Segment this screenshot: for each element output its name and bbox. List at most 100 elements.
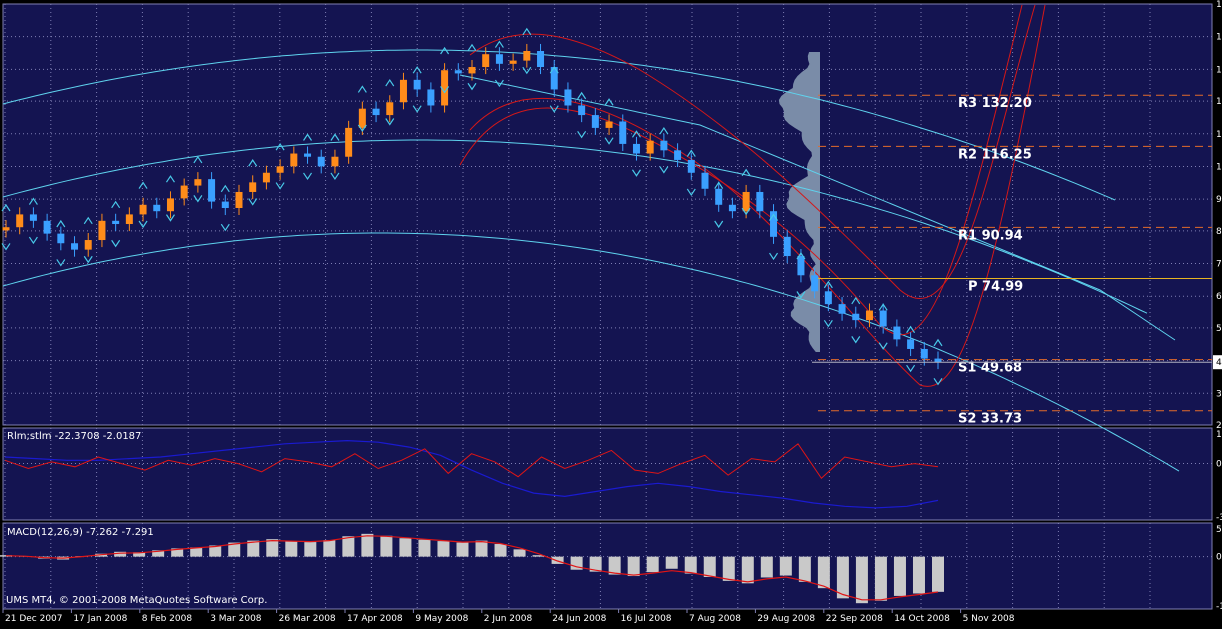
rlm-axis-tick-label: 0.00 <box>1216 460 1222 470</box>
candle-body <box>783 236 791 257</box>
candle-body <box>537 51 545 68</box>
fractal-down-marker <box>796 291 806 299</box>
fractal-up-marker <box>522 27 532 36</box>
fractal-down-marker <box>248 198 258 206</box>
fractal-up-marker <box>549 66 559 74</box>
candle-body <box>249 182 257 192</box>
rlm-axis-tick-label: -33.1304 <box>1216 513 1222 523</box>
fractal-down-marker <box>330 172 340 181</box>
time-axis-label: 8 Feb 2008 <box>142 614 193 624</box>
time-axis-label: 24 Jun 2008 <box>552 614 606 624</box>
fractal-up-marker <box>248 159 258 167</box>
envelope-curve <box>2 49 1116 201</box>
envelope-curves <box>2 49 1180 472</box>
channel-upper <box>469 4 1036 299</box>
candle-body <box>893 326 901 340</box>
fractal-up-marker <box>56 219 66 228</box>
pivot-label: S2 33.73 <box>958 412 1022 427</box>
fractal-down-marker <box>1 243 11 251</box>
fractal-down-marker <box>193 195 203 203</box>
macd-histogram-bar <box>399 538 412 557</box>
candle-body <box>304 153 312 157</box>
macd-histogram-bar <box>589 556 602 572</box>
fractal-down-marker <box>906 364 916 373</box>
price-axis-tick-label: 79.67 <box>1216 260 1222 270</box>
fractal-down-marker <box>165 214 175 222</box>
candle-body <box>112 220 120 225</box>
fractal-up-marker <box>823 280 833 289</box>
candle-body <box>728 204 736 212</box>
rlm-indicator-title: Rlm;stlm -22.3708 -2.0187 <box>7 431 141 442</box>
price-axis-tick-label: 140.27 <box>1216 65 1222 75</box>
candle-body <box>57 233 65 244</box>
candle-body <box>317 156 325 167</box>
rlm-axis-tick-label: 18.5963 <box>1216 430 1222 440</box>
fractal-down-marker <box>659 166 669 174</box>
fractal-down-marker <box>83 255 93 264</box>
fractal-up-marker <box>714 181 724 189</box>
price-axis-tick-label: 89.87 <box>1216 227 1222 237</box>
candle-body <box>71 243 79 250</box>
price-axis-tick-label: 39.17 <box>1216 389 1222 399</box>
fractal-up-marker <box>275 143 285 151</box>
candle-body <box>139 204 147 215</box>
macd-histogram-bar <box>532 555 545 557</box>
fractal-down-marker <box>878 342 888 350</box>
macd-histogram-bar <box>551 556 564 564</box>
volume-profile-shape <box>778 52 820 352</box>
candle-body <box>372 108 380 116</box>
price-axis-tick-label: 29.27 <box>1216 421 1222 431</box>
time-axis-label: 29 Aug 2008 <box>757 614 815 624</box>
macd-histogram-bar <box>893 556 906 596</box>
fractal-down-marker <box>769 252 779 261</box>
macd-histogram-bar <box>342 536 355 557</box>
fractal-down-marker <box>714 220 724 229</box>
macd-histogram-bar <box>209 545 222 557</box>
candle-body <box>550 67 558 90</box>
fractal-up-marker <box>769 213 779 221</box>
candle-body <box>29 214 37 221</box>
candle-body <box>468 67 476 74</box>
macd-histogram-bar <box>361 533 374 557</box>
envelope-curve <box>459 74 1176 341</box>
candle-body <box>125 214 133 225</box>
price-axis-tick-label: 69.47 <box>1216 292 1222 302</box>
macd-histogram-bar <box>627 556 640 577</box>
fractal-down-marker <box>549 105 559 113</box>
fractal-up-marker <box>165 175 175 183</box>
candle-body <box>399 79 407 103</box>
macd-histogram-bar <box>836 556 849 599</box>
rlm-stlm-lines <box>4 439 939 509</box>
fractal-up-marker <box>111 200 121 209</box>
time-axis-label: 22 Sep 2008 <box>826 614 883 624</box>
price-axis-tick-label: 59.57 <box>1216 324 1222 334</box>
fractals <box>1 27 943 386</box>
fractal-down-marker <box>412 105 422 113</box>
macd-histogram-bar <box>684 556 697 574</box>
candles <box>2 43 942 370</box>
macd-axis-tick-label: 0.00 <box>1216 553 1222 563</box>
pivot-label: R2 116.25 <box>958 147 1032 162</box>
macd-histogram-bar <box>494 544 507 557</box>
time-axis-label: 3 Mar 2008 <box>210 614 262 624</box>
candle-body <box>180 185 188 199</box>
candle-body <box>482 54 490 68</box>
candle-body <box>865 310 873 321</box>
candle-body <box>16 214 24 228</box>
candle-body <box>262 172 270 183</box>
price-panel <box>2 3 1213 426</box>
fractal-up-marker <box>467 43 477 52</box>
rlm-panel <box>2 427 1213 521</box>
candle-body <box>166 198 174 212</box>
macd-histogram-bar <box>798 556 811 582</box>
candle-body <box>687 159 695 173</box>
candle-body <box>235 191 243 208</box>
macd-histogram <box>0 533 944 604</box>
fractal-down-marker <box>56 259 66 267</box>
candle-body <box>564 89 572 106</box>
macd-histogram-bar <box>703 556 716 578</box>
channel-middle <box>459 4 1023 336</box>
time-axis-label: 21 Dec 2007 <box>5 614 63 624</box>
copyright-text: UMS MT4, © 2001-2008 MetaQuotes Software… <box>6 595 267 606</box>
candle-body <box>509 60 517 64</box>
